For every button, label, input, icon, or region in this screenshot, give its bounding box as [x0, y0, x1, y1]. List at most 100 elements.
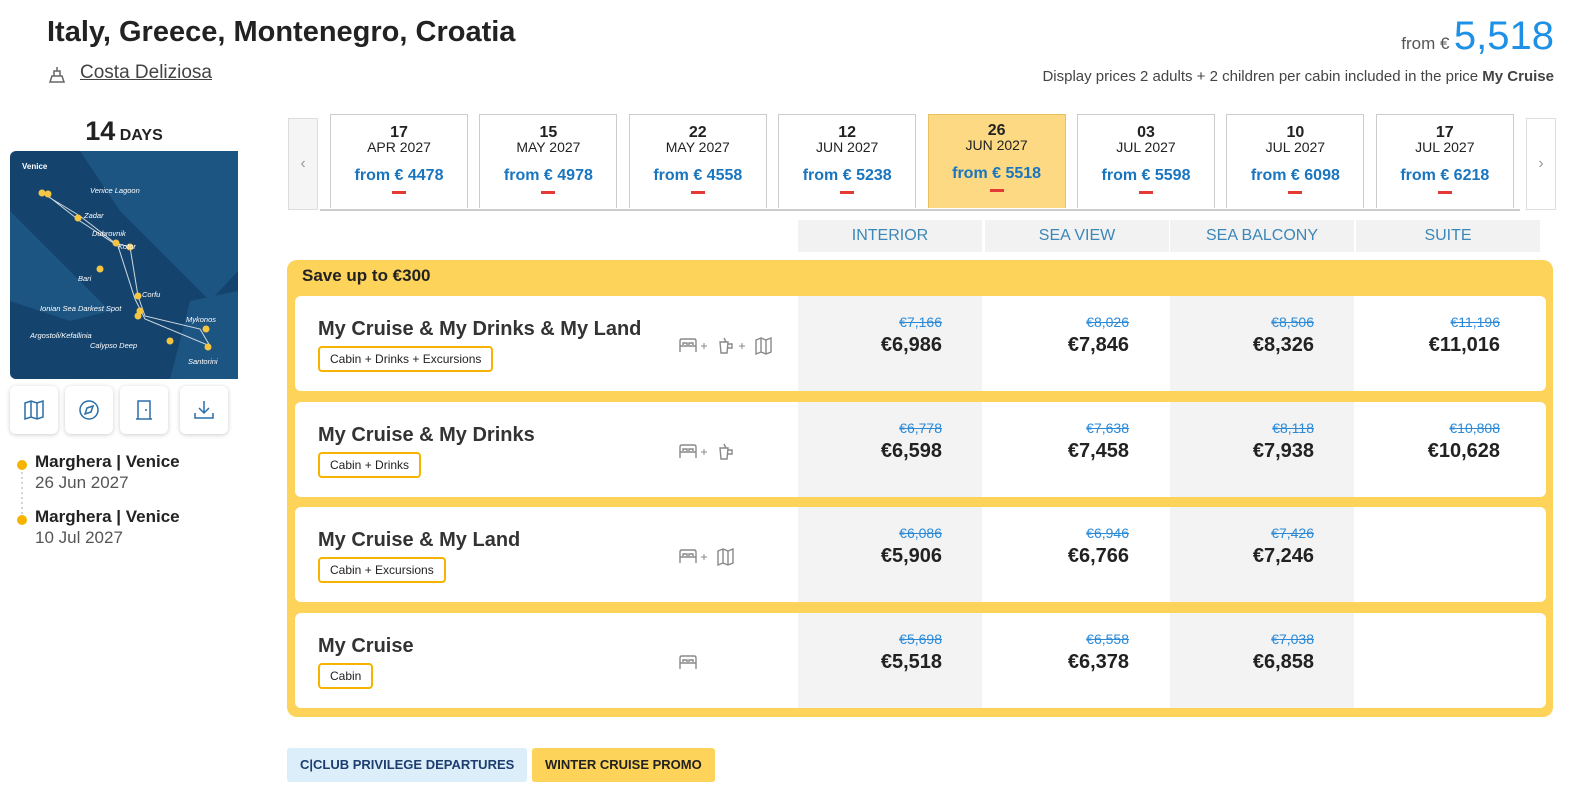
map-label: Ionian Sea Darkest Spot: [40, 304, 122, 313]
tool-button[interactable]: [180, 386, 228, 434]
date-day: 03: [1137, 124, 1155, 141]
date-month: JUN 2027: [965, 137, 1028, 153]
date-card[interactable]: 26 JUN 2027 from € 5518: [927, 114, 1066, 208]
price-cell[interactable]: €6,778 €6,598: [798, 402, 982, 497]
promo-panel: Save up to €300 My Cruise & My Drinks & …: [287, 260, 1553, 717]
price-cell[interactable]: €11,196 €11,016: [1356, 296, 1540, 391]
package-icons: [677, 650, 787, 679]
new-price: €7,458: [1067, 440, 1129, 462]
price-cell[interactable]: €6,946 €6,766: [985, 507, 1169, 602]
package-tag: Cabin + Excursions: [318, 557, 446, 583]
cabin-header[interactable]: SEA BALCONY: [1170, 220, 1354, 252]
price-dash: [690, 191, 705, 194]
date-day: 26: [987, 122, 1006, 139]
tool-button[interactable]: [10, 386, 58, 434]
package-row[interactable]: My Cruise Cabin €5,698 €5,518 €6,558 €6,378 €7…: [295, 613, 1546, 708]
prev-arrow[interactable]: ‹: [288, 118, 318, 210]
port-dot: [74, 214, 82, 222]
date-day: 17: [1435, 124, 1454, 141]
old-price: €11,196: [1450, 314, 1500, 330]
tool-button[interactable]: [65, 386, 113, 434]
price-cell[interactable]: €6,558 €6,378: [985, 613, 1169, 708]
date-day: 17: [390, 124, 408, 141]
price-cell[interactable]: €7,166 €6,986: [798, 296, 982, 391]
price-dash: [392, 191, 406, 194]
header-price: from € 5,518: [1401, 14, 1554, 59]
price-cell[interactable]: €8,506 €8,326: [1170, 296, 1354, 391]
old-price: €7,166: [899, 314, 942, 330]
package-icons: [677, 439, 787, 468]
price-cell[interactable]: €7,426 €7,246: [1170, 507, 1354, 602]
package-row[interactable]: My Cruise & My Drinks Cabin + Drinks €6,77…: [295, 402, 1546, 497]
new-price: €5,906: [880, 545, 942, 567]
date-price: from € 5598: [1101, 167, 1191, 184]
tool-icon: [79, 400, 99, 420]
date-price: from € 5238: [802, 167, 892, 184]
map-label: Argostoli/Kefallinia: [29, 331, 92, 340]
price-cell[interactable]: €5,698 €5,518: [798, 613, 982, 708]
date-card[interactable]: 03 JUL 2027 from € 5598: [1077, 114, 1215, 208]
package-row[interactable]: My Cruise & My Drinks & My Land Cabin + D…: [295, 296, 1546, 391]
duration: 14 DAYS: [10, 116, 238, 147]
price-cell[interactable]: €7,038 €6,858: [1170, 613, 1354, 708]
price-cell[interactable]: €8,026 €7,846: [985, 296, 1169, 391]
new-price: €7,938: [1252, 440, 1314, 462]
map-label: Bari: [78, 274, 92, 283]
icon-set: [679, 547, 734, 567]
badge[interactable]: WINTER CRUISE PROMO: [532, 748, 715, 782]
date-card[interactable]: 17 APR 2027 from € 4478: [330, 114, 468, 208]
port-dot: [96, 265, 104, 273]
price-cell[interactable]: €10,808 €10,628: [1356, 402, 1540, 497]
price-cell[interactable]: [1356, 613, 1540, 708]
map-label: Calypso Deep: [90, 341, 137, 350]
ship-link[interactable]: Costa Deliziosa: [80, 62, 212, 83]
date-card[interactable]: 22 MAY 2027 from € 4558: [628, 114, 767, 208]
price-cell[interactable]: €8,118 €7,938: [1170, 402, 1354, 497]
package-row[interactable]: My Cruise & My Land Cabin + Excursions €6,…: [295, 507, 1546, 602]
port-dot: [204, 343, 212, 351]
old-price: €6,946: [1086, 525, 1129, 541]
badge[interactable]: C|CLUB PRIVILEGE DEPARTURES: [287, 748, 528, 782]
price-cell[interactable]: €6,086 €5,906: [798, 507, 982, 602]
date-price: from € 5518: [952, 165, 1042, 182]
cruise-title: Italy, Greece, Montenegro, Croatia: [47, 16, 516, 48]
icon-set: [679, 336, 772, 356]
date-month: JUL 2027: [1116, 139, 1176, 155]
icon-set: [679, 655, 697, 669]
route-map[interactable]: Venice Venice Lagoon Zadar Dubrovnik Kotor Ba…: [10, 151, 238, 379]
old-price: €8,026: [1086, 314, 1129, 330]
new-price: €6,766: [1067, 545, 1129, 567]
date-card[interactable]: 10 JUL 2027 from € 6098: [1226, 114, 1365, 208]
old-price: €7,038: [1271, 631, 1314, 647]
price-cell[interactable]: [1356, 507, 1540, 602]
date-price: from € 4478: [354, 167, 444, 184]
port-dot: [112, 239, 120, 247]
new-price: €7,846: [1067, 334, 1129, 356]
next-arrow[interactable]: ›: [1526, 118, 1556, 210]
date-card[interactable]: 17 JUL 2027 from € 6218: [1375, 114, 1514, 208]
date-card[interactable]: 15 MAY 2027 from € 4978: [479, 114, 618, 208]
new-price: €6,598: [880, 440, 942, 462]
package-name: My Cruise: [318, 635, 414, 657]
date-month: JUN 2027: [816, 139, 879, 155]
cabin-header[interactable]: SEA VIEW: [985, 220, 1169, 252]
days-number: 14: [85, 116, 116, 146]
map-label: Santorini: [188, 357, 218, 366]
tool-icon: [24, 399, 44, 421]
cabin-header[interactable]: INTERIOR: [798, 220, 982, 252]
old-price: €6,778: [899, 420, 942, 436]
note-bold: My Cruise: [1482, 68, 1554, 85]
days-label: DAYS: [119, 127, 163, 144]
cabin-header[interactable]: SUITE: [1356, 220, 1540, 252]
port-dot: [202, 325, 210, 333]
price-cell[interactable]: €7,638 €7,458: [985, 402, 1169, 497]
port-dot: [166, 337, 174, 345]
new-price: €7,246: [1252, 545, 1314, 567]
port-dot: [134, 292, 142, 300]
tool-button[interactable]: [120, 386, 168, 434]
old-price: €10,808: [1449, 420, 1500, 436]
date-card[interactable]: 12 JUN 2027 from € 5238: [778, 114, 917, 208]
price: 5,518: [1453, 14, 1554, 58]
price-dash: [1288, 191, 1303, 194]
